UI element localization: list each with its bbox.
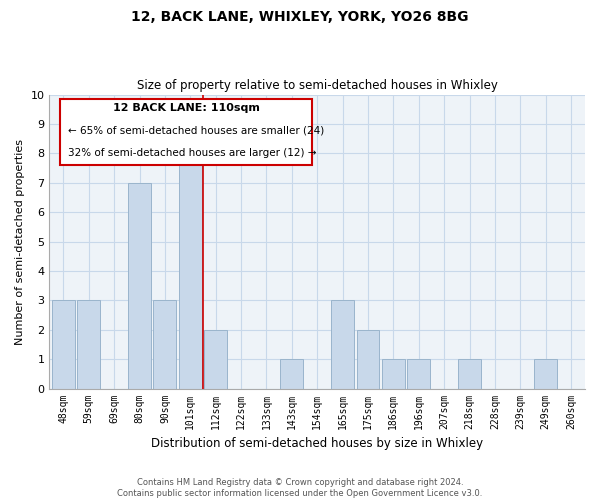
Bar [128, 183, 151, 388]
Bar [458, 359, 481, 388]
Bar [407, 359, 430, 388]
Text: 32% of semi-detached houses are larger (12) →: 32% of semi-detached houses are larger (… [68, 148, 317, 158]
Bar [52, 300, 75, 388]
Bar [154, 300, 176, 388]
Bar [179, 154, 202, 388]
Bar [331, 300, 354, 388]
Bar [77, 300, 100, 388]
Bar [280, 359, 303, 388]
Title: Size of property relative to semi-detached houses in Whixley: Size of property relative to semi-detach… [137, 79, 497, 92]
Bar [356, 330, 379, 388]
FancyBboxPatch shape [60, 99, 312, 165]
Text: 12 BACK LANE: 110sqm: 12 BACK LANE: 110sqm [113, 104, 259, 114]
Text: Contains HM Land Registry data © Crown copyright and database right 2024.
Contai: Contains HM Land Registry data © Crown c… [118, 478, 482, 498]
X-axis label: Distribution of semi-detached houses by size in Whixley: Distribution of semi-detached houses by … [151, 437, 483, 450]
Y-axis label: Number of semi-detached properties: Number of semi-detached properties [15, 138, 25, 344]
Text: 12, BACK LANE, WHIXLEY, YORK, YO26 8BG: 12, BACK LANE, WHIXLEY, YORK, YO26 8BG [131, 10, 469, 24]
Text: ← 65% of semi-detached houses are smaller (24): ← 65% of semi-detached houses are smalle… [68, 126, 325, 136]
Bar [534, 359, 557, 388]
Bar [382, 359, 405, 388]
Bar [204, 330, 227, 388]
